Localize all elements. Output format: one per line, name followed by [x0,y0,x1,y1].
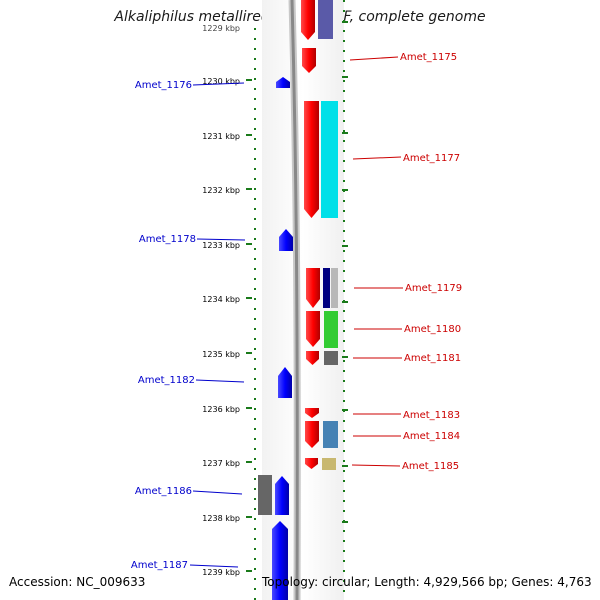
gene-amet-1184 [305,421,319,448]
feature-box [318,0,333,39]
gene-amet-1178 [279,229,293,251]
topology-text: Topology: circular; Length: 4,929,566 bp… [262,575,592,589]
gene-amet-1185 [305,458,318,469]
gene-label: Amet_1179 [405,283,462,294]
gene-label: Amet_1184 [403,431,460,442]
feature-box [321,101,338,218]
gene-label: Amet_1177 [403,153,460,164]
gene-amet-1180 [306,311,320,347]
forward-features [318,0,338,470]
gene-amet-1175 [302,48,316,73]
gene-amet-1183 [305,408,319,418]
feature-box [322,458,336,470]
scale-label: 1235 kbp [202,350,240,359]
feature-box [323,268,330,308]
scale-label: 1231 kbp [202,132,240,141]
gene-amet-1177 [304,101,319,218]
feature-box [331,268,338,308]
forward-leaders [349,56,403,467]
feature-box [324,351,338,365]
gene-label: Amet_1186 [135,486,192,497]
reverse-leaders [189,82,246,568]
backbone [290,0,299,600]
accession-text: Accession: NC_009633 [9,575,146,589]
reverse-labels: Amet_1176 Amet_1178 Amet_1182 Amet_1186 … [131,80,196,571]
scale-label: 1229 kbp [202,24,240,33]
gene-amet-1186 [275,476,289,515]
forward-genes [301,0,320,469]
gene-amet-1187 [272,521,288,600]
gene-amet-1181 [306,351,319,365]
gene-label: Amet_1180 [404,324,461,335]
scale-label: 1233 kbp [202,241,240,250]
feature-box [323,421,338,448]
scale: 1229 kbp 1230 kbp 1231 kbp 1232 kbp 1233… [202,21,348,577]
gene-label: Amet_1181 [404,353,461,364]
feature-box [258,475,272,515]
scale-label: 1236 kbp [202,405,240,414]
scale-label: 1238 kbp [202,514,240,523]
forward-labels: Amet_1175 Amet_1177 Amet_1179 Amet_1180 … [400,52,462,472]
scale-label: 1232 kbp [202,186,240,195]
gene-label: Amet_1183 [403,410,460,421]
scale-label: 1239 kbp [202,568,240,577]
gene-label: Amet_1187 [131,560,188,571]
gene-label: Amet_1178 [139,234,196,245]
gene-amet-1179 [306,268,320,308]
gene-label: Amet_1176 [135,80,192,91]
gene-label: Amet_1185 [402,461,459,472]
gene-label: Amet_1175 [400,52,457,63]
gene-amet-1176 [276,77,290,88]
scale-label: 1234 kbp [202,295,240,304]
feature-box [324,311,338,348]
gene-amet-1174 [301,0,315,40]
gene-label: Amet_1182 [138,375,195,386]
scale-label: 1237 kbp [202,459,240,468]
reverse-genes [258,77,293,600]
scale-label: 1230 kbp [202,77,240,86]
gene-amet-1182 [278,367,292,398]
